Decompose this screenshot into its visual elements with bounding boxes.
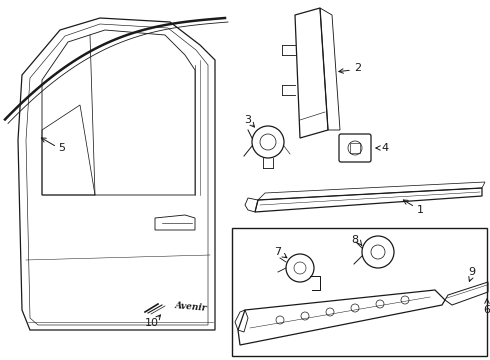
Text: 6: 6 [483,305,490,315]
Text: 5: 5 [58,143,66,153]
Text: 10: 10 [145,318,159,328]
Text: 3: 3 [245,115,251,125]
Text: 8: 8 [351,235,359,245]
Text: 1: 1 [416,205,423,215]
Text: Avenir: Avenir [175,301,208,313]
Text: 9: 9 [468,267,476,277]
Text: 7: 7 [274,247,282,257]
Text: 4: 4 [381,143,389,153]
Text: 2: 2 [354,63,362,73]
